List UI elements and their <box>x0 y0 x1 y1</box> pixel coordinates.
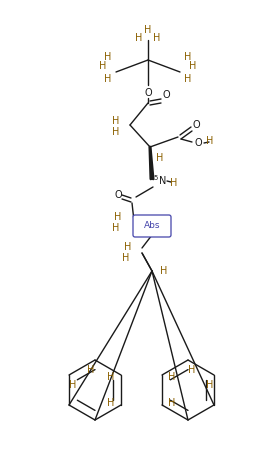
Text: H: H <box>114 212 122 222</box>
Text: H: H <box>112 127 120 137</box>
Text: H: H <box>87 365 95 375</box>
Text: H: H <box>184 52 192 62</box>
Text: H: H <box>184 74 192 84</box>
Text: H: H <box>99 61 107 71</box>
Text: H: H <box>189 61 197 71</box>
Text: H: H <box>124 242 132 252</box>
Text: H: H <box>107 372 115 382</box>
Text: H: H <box>122 253 130 263</box>
Text: H: H <box>168 372 176 382</box>
Text: H: H <box>112 223 120 233</box>
Text: O: O <box>194 138 202 148</box>
Text: H: H <box>135 33 143 43</box>
Text: O: O <box>192 120 200 130</box>
FancyBboxPatch shape <box>133 215 171 237</box>
Text: H: H <box>144 25 152 35</box>
Text: H: H <box>188 365 196 375</box>
Text: H: H <box>206 380 214 390</box>
Text: H: H <box>107 398 115 408</box>
Text: H: H <box>160 266 168 276</box>
Text: H: H <box>156 153 164 163</box>
Text: O: O <box>162 90 170 100</box>
Text: H: H <box>104 74 112 84</box>
Text: H: H <box>69 380 77 390</box>
Text: H: H <box>104 52 112 62</box>
Text: Abs: Abs <box>144 221 160 230</box>
Text: $^{15}$N: $^{15}$N <box>149 173 167 187</box>
Text: O: O <box>144 88 152 98</box>
Text: O: O <box>114 190 122 200</box>
Text: H: H <box>153 33 161 43</box>
Text: H: H <box>206 136 214 146</box>
Text: H: H <box>170 178 178 188</box>
Text: H: H <box>168 398 176 408</box>
Text: H: H <box>112 116 120 126</box>
